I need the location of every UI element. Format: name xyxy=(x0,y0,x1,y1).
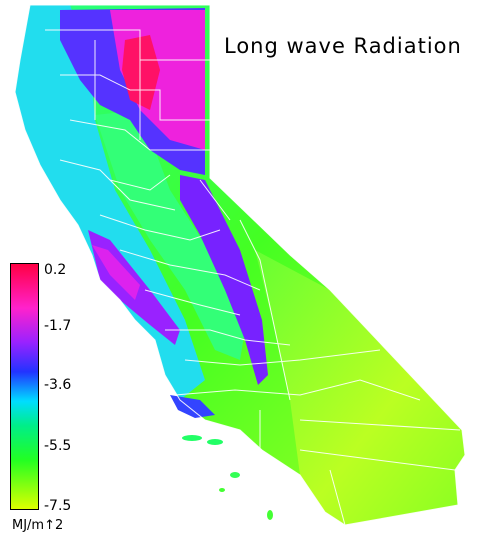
legend-tick-3: -3.6 xyxy=(44,377,72,393)
sierra-band xyxy=(180,175,268,385)
legend-tick-top: 0.2 xyxy=(44,262,67,278)
north-red xyxy=(122,35,160,110)
island-1 xyxy=(182,435,202,441)
island-5 xyxy=(219,488,225,492)
color-scale-bar xyxy=(10,263,39,510)
central-valley xyxy=(95,110,245,360)
island-2 xyxy=(207,439,223,445)
legend-units: MJ/m↑2 xyxy=(12,518,64,533)
coast-range-magenta xyxy=(92,245,140,300)
island-4 xyxy=(267,510,273,520)
legend-tick-4: -5.5 xyxy=(44,438,72,454)
county-lines xyxy=(14,4,466,526)
map-title: Long wave Radiation xyxy=(224,34,462,58)
legend-tick-2: -1.7 xyxy=(44,318,72,334)
desert-region xyxy=(255,250,465,525)
legend-tick-bottom: -7.5 xyxy=(44,498,72,514)
island-3 xyxy=(230,472,240,478)
